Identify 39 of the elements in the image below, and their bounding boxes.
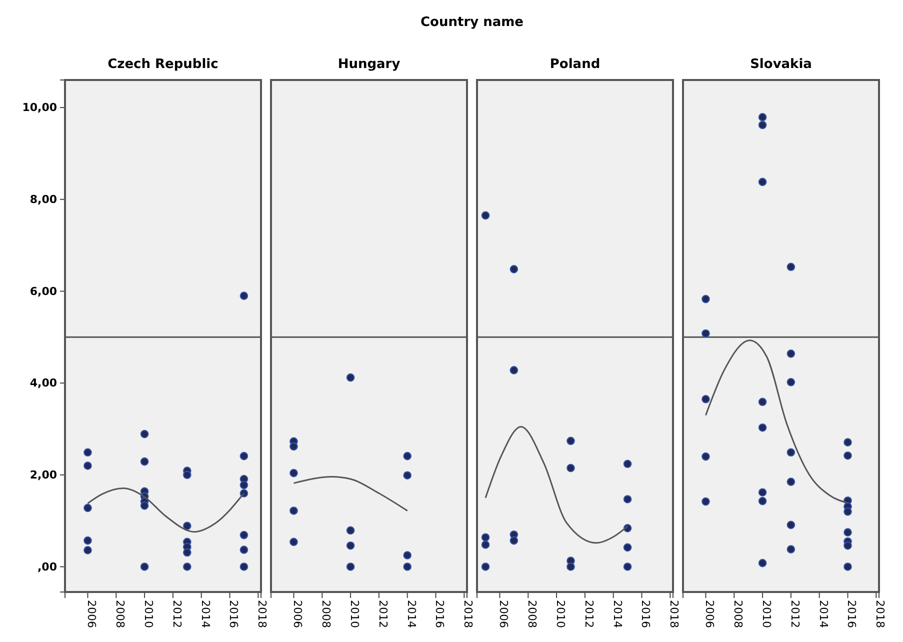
y-tick-label: 6,00 [30, 284, 58, 298]
y-tick-label: 2,00 [30, 468, 58, 482]
x-tick-label: 2016 [227, 600, 240, 628]
chart-title: Poland [550, 57, 600, 72]
y-tick-label: ,00 [38, 560, 58, 574]
x-tick-label: 2008 [320, 600, 333, 628]
chart-title: Slovakia [750, 57, 812, 72]
y-tick-label: 4,00 [30, 376, 58, 390]
x-tick-label: 2018 [462, 600, 475, 628]
x-tick-label: 2012 [582, 600, 596, 628]
x-tick-label: 2006 [291, 600, 304, 628]
x-tick-label: 2006 [703, 600, 716, 628]
y-tick-label: 10,00 [22, 101, 58, 114]
x-tick-label: 2018 [874, 600, 887, 628]
text: Country name [420, 15, 524, 30]
x-tick-label: 2008 [526, 600, 539, 628]
x-tick-label: 2008 [114, 600, 127, 628]
x-tick-label: 2006 [85, 600, 98, 628]
x-tick-label: 2018 [256, 600, 269, 628]
x-tick-label: 2014 [198, 600, 212, 628]
x-tick-label: 2010 [348, 600, 362, 628]
x-tick-label: 2016 [433, 600, 446, 628]
x-tick-label: 2010 [142, 600, 156, 628]
y-tick-label: 8,00 [30, 192, 58, 206]
x-tick-label: 2018 [668, 600, 681, 628]
x-tick-label: 2006 [497, 600, 510, 628]
x-tick-label: 2010 [554, 600, 568, 628]
x-tick-label: 2008 [732, 600, 745, 628]
x-tick-label: 2014 [816, 600, 830, 628]
x-tick-label: 2014 [404, 600, 418, 628]
x-tick-label: 2012 [170, 600, 184, 628]
x-tick-label: 2016 [845, 600, 858, 628]
x-tick-label: 2016 [639, 600, 652, 628]
x-tick-label: 2012 [376, 600, 390, 628]
x-tick-label: 2010 [760, 600, 774, 628]
chart-title: Hungary [338, 57, 401, 72]
x-tick-label: 2012 [788, 600, 802, 628]
chart-title: Czech Republic [108, 57, 218, 72]
x-tick-label: 2014 [610, 600, 624, 628]
